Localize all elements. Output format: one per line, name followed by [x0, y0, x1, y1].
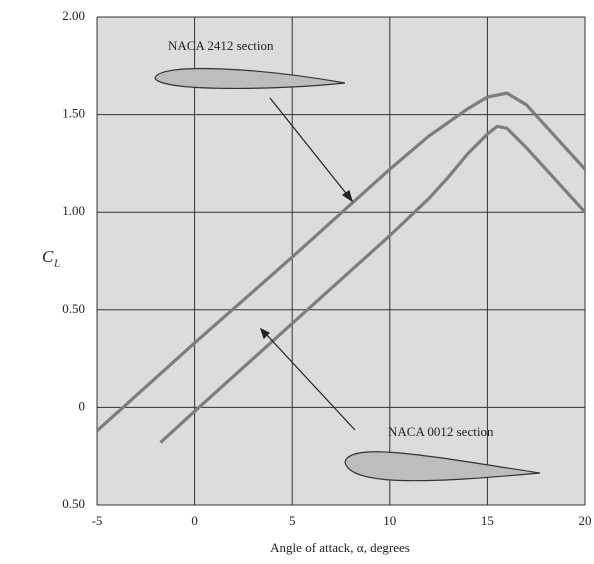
lines [95, 91, 587, 444]
arrow-head [341, 190, 354, 203]
y-tick-label: 1.00 [62, 203, 85, 218]
arrow-2412 [269, 97, 350, 198]
annotation: NACA 0012 section [388, 424, 494, 439]
x-tick-label: 0 [191, 513, 198, 528]
y-tick-label: 0 [79, 398, 86, 413]
x-tick-label: 5 [289, 513, 296, 528]
y-tick-label: 0.50 [62, 496, 85, 511]
arrow-head [259, 327, 271, 340]
x-axis-label: Angle of attack, α, degrees [270, 540, 410, 555]
x-tick-label: -5 [92, 513, 103, 528]
plot-area [97, 17, 585, 505]
airfoil-2412 [154, 67, 346, 90]
arrows [259, 97, 356, 431]
line [95, 91, 587, 433]
x-tick-label: 10 [383, 513, 396, 528]
x-tick-label: 15 [481, 513, 494, 528]
y-axis-label: C [42, 247, 54, 266]
x-tick-label: 20 [579, 513, 592, 528]
grid [96, 16, 586, 506]
line [159, 124, 587, 444]
annotation: NACA 2412 section [168, 38, 274, 53]
y-tick-label: 2.00 [62, 8, 85, 23]
y-axis-label-subscript: L [53, 258, 60, 270]
airfoil-0012 [344, 451, 541, 482]
arrow-0012 [264, 332, 356, 431]
y-tick-label: 1.50 [62, 106, 85, 121]
y-tick-label: 0.50 [62, 301, 85, 316]
